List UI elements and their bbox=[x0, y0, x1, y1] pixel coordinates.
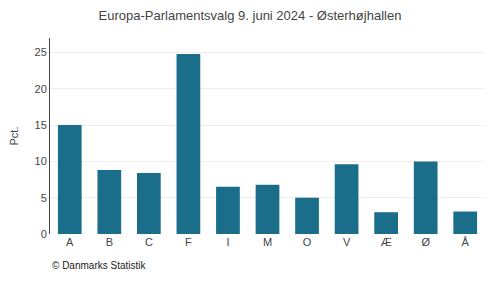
svg-text:F: F bbox=[185, 236, 192, 248]
svg-text:15: 15 bbox=[35, 119, 47, 131]
svg-text:0: 0 bbox=[41, 228, 47, 240]
svg-text:25: 25 bbox=[35, 46, 47, 58]
svg-text:© Danmarks Statistik: © Danmarks Statistik bbox=[52, 260, 147, 271]
svg-text:Pct.: Pct. bbox=[8, 127, 20, 146]
svg-text:B: B bbox=[106, 236, 113, 248]
svg-text:Ø: Ø bbox=[421, 236, 430, 248]
svg-text:10: 10 bbox=[35, 155, 47, 167]
svg-text:Å: Å bbox=[462, 236, 470, 248]
svg-text:C: C bbox=[145, 236, 153, 248]
svg-text:Europa-Parlamentsvalg 9. juni: Europa-Parlamentsvalg 9. juni 2024 - Øst… bbox=[99, 8, 402, 23]
svg-text:20: 20 bbox=[35, 83, 47, 95]
svg-text:V: V bbox=[343, 236, 351, 248]
svg-text:A: A bbox=[66, 236, 74, 248]
svg-text:M: M bbox=[263, 236, 272, 248]
svg-text:Æ: Æ bbox=[381, 236, 392, 248]
svg-text:O: O bbox=[303, 236, 312, 248]
svg-text:I: I bbox=[226, 236, 229, 248]
svg-text:5: 5 bbox=[41, 192, 47, 204]
